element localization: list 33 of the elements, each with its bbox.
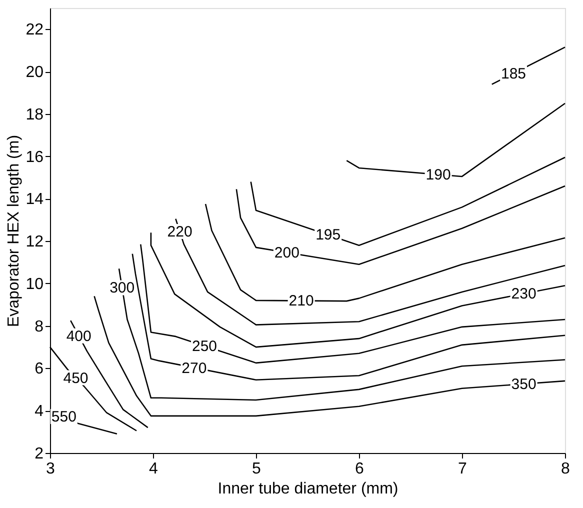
y-tick-label: 18 [26,106,44,124]
y-tick-label: 22 [26,22,44,39]
x-tick-label: 5 [252,460,262,478]
annotation: 350 [511,376,536,393]
x-tick-label: 3 [46,460,56,478]
x-tick-label: 7 [458,460,468,478]
y-tick-label: 12 [26,234,44,251]
y-tick-label: 2 [34,446,44,462]
annotation: 400 [66,328,92,345]
y-tick-label: 20 [26,64,44,82]
annotation: 250 [192,338,218,355]
annotation: 195 [316,226,341,244]
annotation: 190 [426,166,451,184]
y-tick-label: 4 [34,403,44,420]
y-tick-label: 6 [34,360,44,378]
y-axis-title: Evaporator HEX length (m) [6,134,23,328]
annotation: 300 [110,280,135,297]
y-tick-label: 10 [26,276,44,293]
x-tick-label: 4 [149,460,158,478]
y-tick-label: 16 [26,148,44,166]
annotation: 220 [167,224,192,241]
annotation: 270 [182,360,207,377]
annotation: 210 [288,292,314,310]
annotation: 550 [51,408,76,426]
y-tick-label: 8 [34,318,44,336]
x-tick-label: 8 [561,460,570,478]
y-tick-label: 14 [26,191,44,208]
x-tick-label: 6 [355,460,364,478]
annotation: 200 [274,244,300,262]
annotation: 185 [500,65,526,82]
annotation: 230 [511,286,536,303]
x-axis-title: Inner tube diameter (mm) [218,480,398,498]
annotation: 450 [63,370,88,387]
